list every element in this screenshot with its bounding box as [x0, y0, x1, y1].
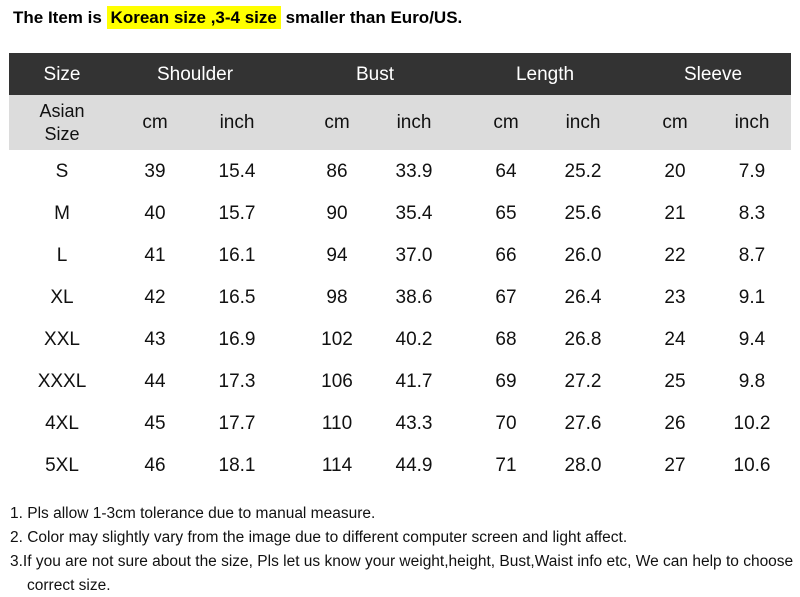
- table-cell: 43: [144, 328, 166, 350]
- subheader-cell: cm: [493, 112, 519, 133]
- table-cell: 38.6: [395, 286, 433, 308]
- table-cell: 18.1: [218, 454, 256, 476]
- table-cell: 106: [321, 370, 353, 392]
- table-cell: 8.7: [738, 244, 766, 266]
- table-cell: 15.7: [218, 202, 256, 224]
- table-cell: 9.8: [738, 370, 766, 392]
- table-cell: 25.2: [564, 160, 602, 182]
- subheader-cell: inch: [565, 112, 601, 133]
- note: 2. Color may slightly vary from the imag…: [10, 529, 628, 546]
- table-cell: 35.4: [395, 202, 433, 224]
- table-cell: 39: [144, 160, 166, 182]
- table-cell: 70: [495, 412, 517, 434]
- table-cell: 37.0: [395, 244, 433, 266]
- table-cell: 94: [326, 244, 348, 266]
- table-cell: 24: [664, 328, 686, 350]
- table-cell: 102: [321, 328, 353, 350]
- table-cell: 9.1: [738, 286, 766, 308]
- table-cell: 69: [495, 370, 517, 392]
- group-header: Bust: [355, 63, 395, 85]
- table-cell: 71: [495, 454, 517, 476]
- table-cell: 26.8: [564, 328, 602, 350]
- size-label: 4XL: [45, 412, 79, 434]
- table-cell: 45: [144, 412, 166, 434]
- size-label: XXXL: [37, 370, 87, 392]
- table-cell: 67: [495, 286, 517, 308]
- table-cell: 68: [495, 328, 517, 350]
- table-cell: 44.9: [395, 454, 433, 476]
- table-cell: 27: [664, 454, 686, 476]
- table-cell: 114: [321, 454, 353, 476]
- subheader-cell: cm: [142, 112, 168, 133]
- table-cell: 43.3: [395, 412, 433, 434]
- table-cell: 10.6: [733, 454, 771, 476]
- size-label: L: [56, 244, 68, 266]
- table-cell: 26.0: [564, 244, 602, 266]
- table-cell: 86: [326, 160, 348, 182]
- header-band: [9, 53, 791, 95]
- table-cell: 42: [144, 286, 166, 308]
- group-header: Shoulder: [156, 63, 234, 85]
- subheader-cell: inch: [734, 112, 770, 133]
- table-cell: 44: [144, 370, 166, 392]
- note: 1. Pls allow 1-3cm tolerance due to manu…: [10, 505, 376, 522]
- table-cell: 21: [664, 202, 686, 224]
- table-cell: 22: [664, 244, 686, 266]
- subheader-cell: Asian Size: [39, 100, 85, 144]
- table-cell: 40: [144, 202, 166, 224]
- table-cell: 17.7: [218, 412, 256, 434]
- table-cell: 110: [321, 412, 353, 434]
- title: The Item is Korean size ,3-4 size smalle…: [13, 6, 462, 30]
- subheader-cell: inch: [219, 112, 255, 133]
- table-cell: 28.0: [564, 454, 602, 476]
- group-header: Length: [515, 63, 575, 85]
- group-header: Size: [43, 63, 81, 85]
- subheader-cell: cm: [662, 112, 688, 133]
- table-cell: 26: [664, 412, 686, 434]
- title-highlight: Korean size ,3-4 size: [106, 6, 281, 29]
- table-cell: 10.2: [733, 412, 771, 434]
- table-cell: 17.3: [218, 370, 256, 392]
- title-prefix: The Item is: [13, 8, 102, 27]
- table-cell: 7.9: [738, 160, 766, 182]
- table-cell: 66: [495, 244, 517, 266]
- table-cell: 40.2: [395, 328, 433, 350]
- table-cell: 90: [326, 202, 348, 224]
- table-cell: 23: [664, 286, 686, 308]
- table-cell: 25: [664, 370, 686, 392]
- size-label: XXL: [44, 328, 80, 350]
- size-label: S: [55, 160, 69, 182]
- title-suffix: smaller than Euro/US.: [285, 8, 463, 27]
- group-header: Sleeve: [683, 63, 743, 85]
- table-cell: 16.5: [218, 286, 256, 308]
- note: 3.If you are not sure about the size, Pl…: [10, 553, 794, 594]
- table-cell: 41: [144, 244, 166, 266]
- size-label: 5XL: [45, 454, 79, 476]
- table-cell: 98: [326, 286, 348, 308]
- table-cell: 8.3: [738, 202, 766, 224]
- table-cell: 9.4: [738, 328, 766, 350]
- table-cell: 20: [664, 160, 686, 182]
- table-cell: 33.9: [395, 160, 433, 182]
- table-cell: 27.2: [564, 370, 602, 392]
- subheader-cell: cm: [324, 112, 350, 133]
- table-cell: 26.4: [564, 286, 602, 308]
- table-cell: 25.6: [564, 202, 602, 224]
- subheader-band: [9, 95, 791, 150]
- subheader-cell: inch: [396, 112, 432, 133]
- table-cell: 64: [495, 160, 517, 182]
- size-label: XL: [50, 286, 74, 308]
- size-label: M: [54, 202, 70, 224]
- table-cell: 15.4: [218, 160, 256, 182]
- table-cell: 16.9: [218, 328, 256, 350]
- table-cell: 41.7: [395, 370, 433, 392]
- table-cell: 16.1: [218, 244, 256, 266]
- table-cell: 27.6: [564, 412, 602, 434]
- table-cell: 65: [495, 202, 517, 224]
- table-cell: 46: [144, 454, 166, 476]
